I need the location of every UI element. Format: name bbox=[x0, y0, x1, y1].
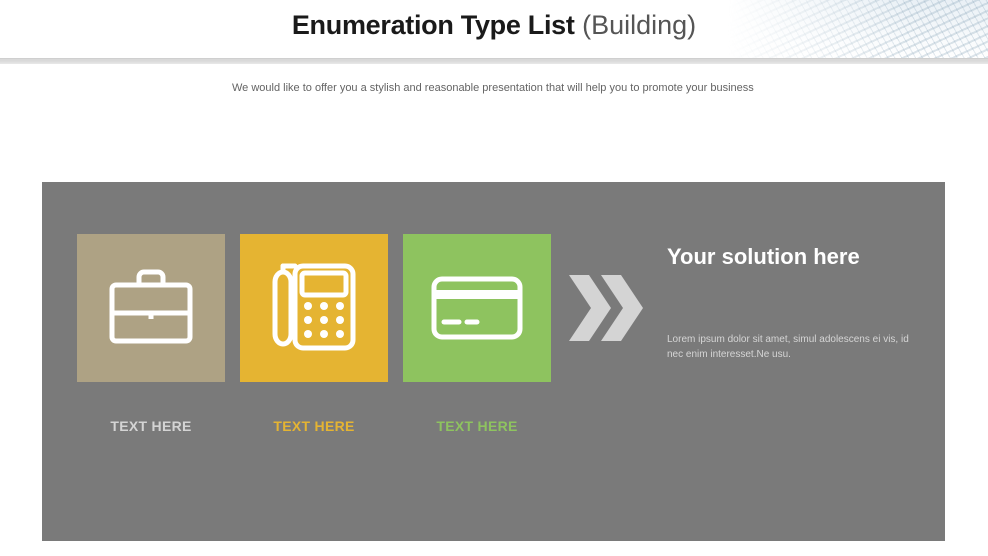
phone-icon bbox=[271, 262, 357, 354]
solution-body: Lorem ipsum dolor sit amet, simul adoles… bbox=[667, 332, 927, 362]
building-photo bbox=[728, 0, 988, 58]
caption-1: TEXT HERE bbox=[77, 418, 225, 434]
card-1 bbox=[77, 234, 225, 382]
card-3 bbox=[403, 234, 551, 382]
solution-block: Your solution here Lorem ipsum dolor sit… bbox=[667, 244, 927, 362]
slide-title: Enumeration Type List (Building) bbox=[292, 0, 696, 43]
caption-row: TEXT HERE TEXT HERE TEXT HERE bbox=[77, 418, 551, 434]
caption-2: TEXT HERE bbox=[240, 418, 388, 434]
subtitle: We would like to offer you a stylish and… bbox=[0, 64, 988, 94]
card-2 bbox=[240, 234, 388, 382]
title-light: (Building) bbox=[575, 10, 697, 40]
chevrons-right-icon bbox=[569, 275, 649, 346]
title-bold: Enumeration Type List bbox=[292, 10, 575, 40]
header: Enumeration Type List (Building) bbox=[0, 0, 988, 58]
briefcase-icon bbox=[108, 269, 194, 347]
caption-3: TEXT HERE bbox=[403, 418, 551, 434]
solution-title: Your solution here bbox=[667, 244, 927, 270]
cards-row bbox=[77, 234, 551, 382]
card-icon bbox=[431, 276, 523, 340]
content-panel: TEXT HERE TEXT HERE TEXT HERE Your solut… bbox=[42, 182, 945, 541]
